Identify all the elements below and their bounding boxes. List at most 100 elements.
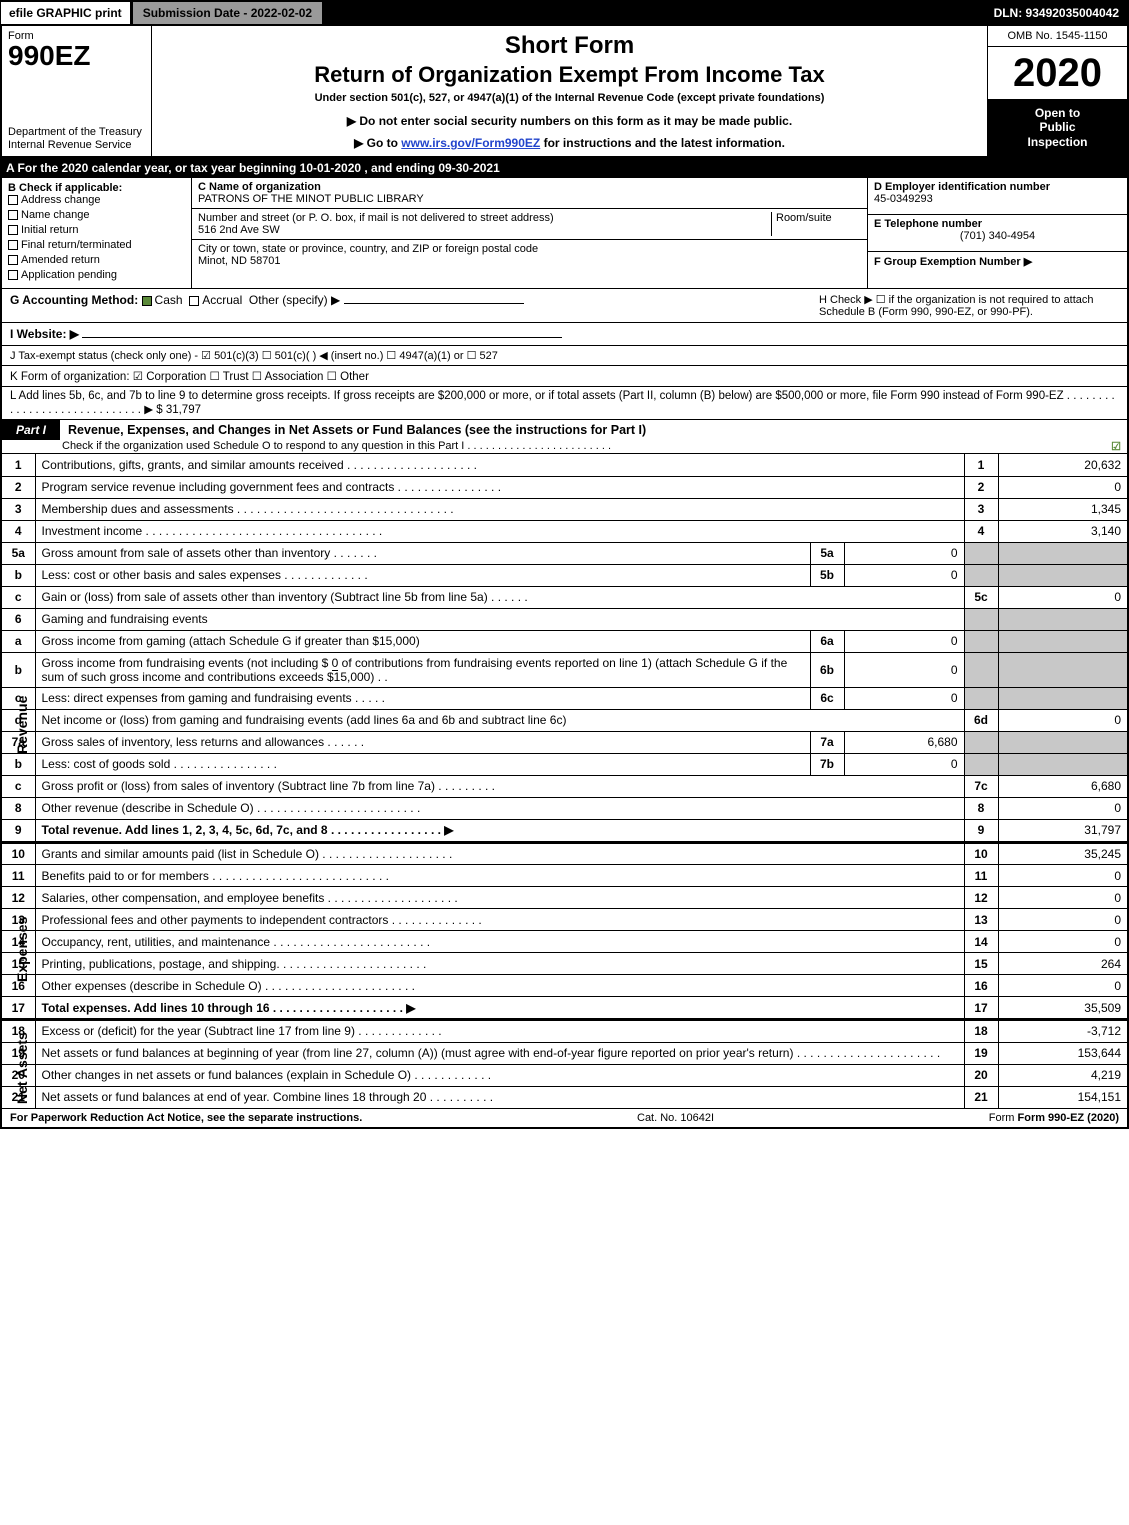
department-label: Department of the Treasury Internal Reve…: [8, 126, 145, 152]
open-to-public: Open to Public Inspection: [988, 99, 1127, 156]
form-meta-block: OMB No. 1545-1150 2020 Open to Public In…: [987, 26, 1127, 156]
line-6d-value: 0: [998, 709, 1128, 731]
street-label: Number and street (or P. O. box, if mail…: [198, 212, 554, 224]
line-6a-value: 0: [844, 630, 964, 652]
line-13-desc: Professional fees and other payments to …: [35, 909, 964, 931]
net-assets-table: 18Excess or (deficit) for the year (Subt…: [0, 1019, 1129, 1109]
line-15-value: 264: [998, 953, 1128, 975]
line-7a-value: 6,680: [844, 731, 964, 753]
line-7c-desc: Gross profit or (loss) from sales of inv…: [35, 775, 964, 797]
line-g-h: G Accounting Method: Cash Accrual Other …: [0, 289, 1129, 323]
form-number-block: Form 990EZ Department of the Treasury In…: [2, 26, 152, 156]
line-10-value: 35,245: [998, 843, 1128, 865]
line-20-desc: Other changes in net assets or fund bala…: [35, 1064, 964, 1086]
line-6c-value: 0: [844, 687, 964, 709]
line-16-desc: Other expenses (describe in Schedule O) …: [35, 975, 964, 997]
city-state-zip: Minot, ND 58701: [198, 255, 281, 267]
line-17-value: 35,509: [998, 997, 1128, 1019]
line-18-desc: Excess or (deficit) for the year (Subtra…: [35, 1020, 964, 1042]
chk-amended-return[interactable]: Amended return: [8, 254, 185, 266]
telephone-label: E Telephone number: [874, 218, 982, 230]
part-i-checkbox[interactable]: ☑: [1111, 440, 1121, 453]
line-g: G Accounting Method: Cash Accrual Other …: [10, 293, 819, 318]
block-b: B Check if applicable: Address change Na…: [2, 178, 192, 288]
line-6d-desc: Net income or (loss) from gaming and fun…: [35, 709, 964, 731]
line-12-desc: Salaries, other compensation, and employ…: [35, 887, 964, 909]
chk-application-pending[interactable]: Application pending: [8, 269, 185, 281]
form-subtitle: Under section 501(c), 527, or 4947(a)(1)…: [162, 92, 977, 104]
line-6-desc: Gaming and fundraising events: [35, 608, 964, 630]
ein-value: 45-0349293: [874, 193, 933, 205]
tax-year: 2020: [988, 47, 1127, 99]
submission-date: Submission Date - 2022-02-02: [133, 2, 322, 24]
line-11-value: 0: [998, 865, 1128, 887]
telephone-value: (701) 340-4954: [874, 230, 1121, 242]
tax-period: A For the 2020 calendar year, or tax yea…: [0, 158, 1129, 178]
form-footer-id: Form Form 990-EZ (2020): [989, 1112, 1119, 1124]
chk-cash[interactable]: [142, 296, 152, 306]
part-i-sub: Check if the organization used Schedule …: [2, 440, 1127, 453]
chk-final-return[interactable]: Final return/terminated: [8, 239, 185, 251]
group-exemption-label: F Group Exemption Number ▶: [874, 256, 1032, 268]
block-b-title: B Check if applicable:: [8, 182, 185, 194]
line-5c-value: 0: [998, 586, 1128, 608]
line-5a-desc: Gross amount from sale of assets other t…: [35, 542, 810, 564]
line-8-value: 0: [998, 797, 1128, 819]
part-i-badge: Part I: [2, 420, 60, 440]
line-15-desc: Printing, publications, postage, and shi…: [35, 953, 964, 975]
line-6b-desc: Gross income from fundraising events (no…: [35, 652, 810, 687]
short-form-label: Short Form: [162, 32, 977, 60]
org-name: PATRONS OF THE MINOT PUBLIC LIBRARY: [198, 193, 424, 205]
line-14-value: 0: [998, 931, 1128, 953]
line-17-desc: Total expenses. Add lines 10 through 16 …: [35, 997, 964, 1019]
line-9-value: 31,797: [998, 819, 1128, 841]
block-c: C Name of organization PATRONS OF THE MI…: [192, 178, 867, 288]
line-13-value: 0: [998, 909, 1128, 931]
chk-initial-return[interactable]: Initial return: [8, 224, 185, 236]
irs-link[interactable]: www.irs.gov/Form990EZ: [401, 136, 540, 150]
form-header: Form 990EZ Department of the Treasury In…: [0, 26, 1129, 158]
line-3-value: 1,345: [998, 498, 1128, 520]
line-6a-desc: Gross income from gaming (attach Schedul…: [35, 630, 810, 652]
room-label: Room/suite: [776, 212, 832, 224]
line-21-desc: Net assets or fund balances at end of ye…: [35, 1086, 964, 1108]
chk-address-change[interactable]: Address change: [8, 194, 185, 206]
line-8-desc: Other revenue (describe in Schedule O) .…: [35, 797, 964, 819]
revenue-table: 1Contributions, gifts, grants, and simil…: [0, 454, 1129, 842]
line-1-value: 20,632: [998, 454, 1128, 476]
chk-name-change[interactable]: Name change: [8, 209, 185, 221]
line-11-desc: Benefits paid to or for members . . . . …: [35, 865, 964, 887]
line-10-desc: Grants and similar amounts paid (list in…: [35, 843, 964, 865]
line-3-desc: Membership dues and assessments . . . . …: [35, 498, 964, 520]
part-i-title: Revenue, Expenses, and Changes in Net As…: [68, 423, 646, 437]
line-6c-desc: Less: direct expenses from gaming and fu…: [35, 687, 810, 709]
expenses-table: 10Grants and similar amounts paid (list …: [0, 842, 1129, 1020]
page-footer: For Paperwork Reduction Act Notice, see …: [0, 1109, 1129, 1129]
line-12-value: 0: [998, 887, 1128, 909]
line-h: H Check ▶ ☐ if the organization is not r…: [819, 293, 1119, 318]
line-2-value: 0: [998, 476, 1128, 498]
ein-label: D Employer identification number: [874, 181, 1050, 193]
line-7b-value: 0: [844, 753, 964, 775]
line-20-value: 4,219: [998, 1064, 1128, 1086]
chk-accrual[interactable]: [189, 296, 199, 306]
ssn-warning: ▶ Do not enter social security numbers o…: [162, 114, 977, 128]
cat-number: Cat. No. 10642I: [637, 1112, 714, 1124]
goto-instructions: ▶ Go to www.irs.gov/Form990EZ for instru…: [162, 136, 977, 150]
line-7b-desc: Less: cost of goods sold . . . . . . . .…: [35, 753, 810, 775]
paperwork-notice: For Paperwork Reduction Act Notice, see …: [10, 1112, 362, 1124]
line-5c-desc: Gain or (loss) from sale of assets other…: [35, 586, 964, 608]
block-def: D Employer identification number 45-0349…: [867, 178, 1127, 288]
city-label: City or town, state or province, country…: [198, 243, 538, 255]
omb-number: OMB No. 1545-1150: [988, 26, 1127, 47]
line-7c-value: 6,680: [998, 775, 1128, 797]
form-title: Return of Organization Exempt From Incom…: [162, 62, 977, 88]
line-4-value: 3,140: [998, 520, 1128, 542]
efile-print-button[interactable]: efile GRAPHIC print: [0, 1, 131, 25]
line-18-value: -3,712: [998, 1020, 1128, 1042]
line-16-value: 0: [998, 975, 1128, 997]
line-6b-value: 0: [844, 652, 964, 687]
line-1-desc: Contributions, gifts, grants, and simila…: [35, 454, 964, 476]
part-i-header: Part I Revenue, Expenses, and Changes in…: [0, 420, 1129, 454]
expenses-tab: Expenses: [14, 916, 30, 981]
